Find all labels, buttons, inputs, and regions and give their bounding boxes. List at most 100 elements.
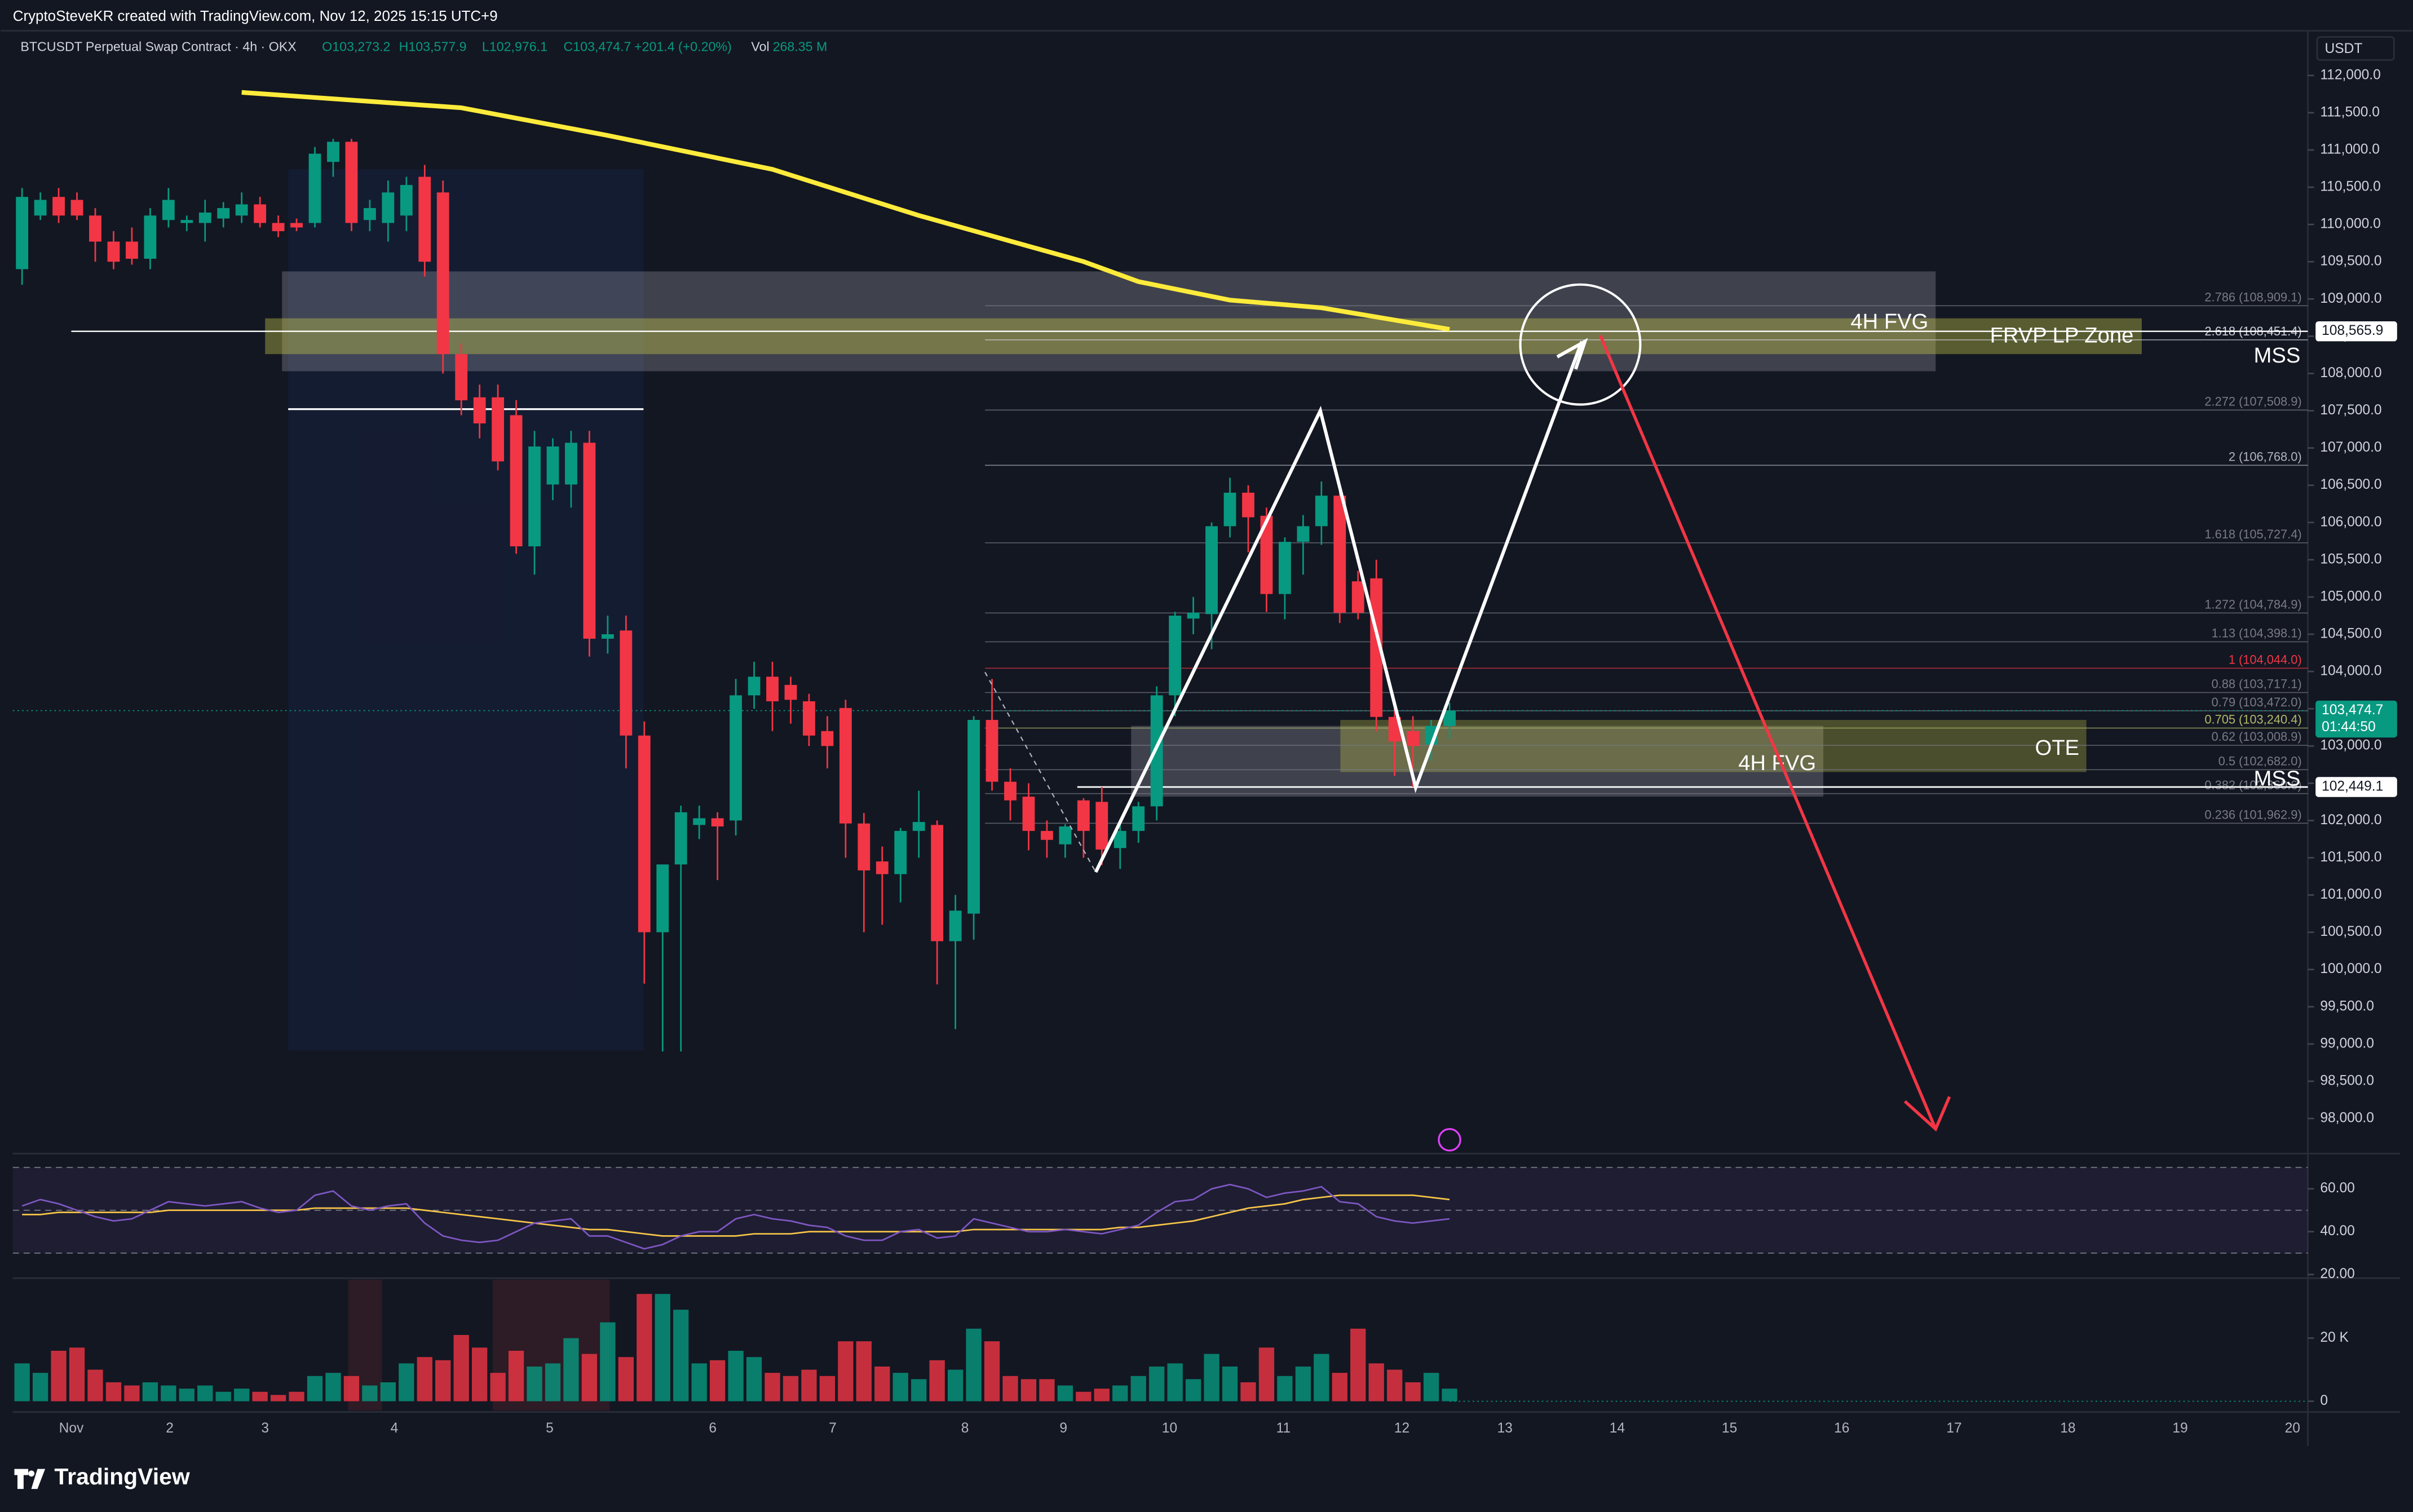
volume-bar [1277, 1376, 1293, 1402]
rsi-ma-line [22, 1194, 1450, 1237]
volume-bar [1039, 1379, 1055, 1402]
candle-body [711, 818, 724, 826]
logo [14, 1469, 46, 1489]
x-tick-label: 14 [1610, 1421, 1625, 1436]
volume-bar [1350, 1328, 1366, 1402]
candle-body [1333, 496, 1346, 613]
price-tag [2315, 777, 2397, 797]
x-tick-label: 3 [261, 1421, 269, 1436]
projection-path [1094, 341, 1584, 873]
volume-bar [637, 1294, 652, 1402]
candle-body [967, 719, 980, 914]
candle-body [308, 153, 321, 223]
volume-bar [307, 1376, 323, 1402]
candle-body [1077, 800, 1090, 831]
volume-bar [435, 1360, 451, 1402]
volume-bar [142, 1382, 158, 1402]
bearish-arrow [1598, 334, 1937, 1130]
volume-bar [417, 1357, 432, 1402]
candle-body [1059, 826, 1072, 845]
candle-body [748, 677, 761, 696]
candle-body [1443, 710, 1456, 726]
volume-bar [1167, 1363, 1183, 1402]
change: +201.4 (+0.20%) [634, 39, 732, 54]
candle-body [894, 830, 907, 874]
annotation: MSS [2254, 766, 2301, 790]
candle-body [766, 677, 779, 701]
candle-body [821, 731, 834, 746]
y-tick-label: 98,000.0 [2320, 1110, 2374, 1125]
rsi-tick-label: 40.00 [2320, 1223, 2354, 1239]
volume-bar [179, 1389, 195, 1402]
fib-label: 1.13 (104,398.1) [2212, 626, 2302, 640]
fib-label: 0.62 (103,008.9) [2212, 730, 2302, 744]
volume-bar [161, 1385, 176, 1402]
volume-bar [51, 1350, 67, 1402]
candle-body [1004, 781, 1017, 801]
x-tick-label: 8 [961, 1421, 969, 1436]
volume-bar [234, 1389, 250, 1402]
y-tick-label: 99,000.0 [2320, 1036, 2374, 1051]
candle-body [1223, 492, 1236, 527]
x-tick-label: 16 [1834, 1421, 1849, 1436]
candle-body [1132, 806, 1145, 831]
rsi-tick-label: 60.00 [2320, 1181, 2354, 1196]
price-tag-label: 108,565.9 [2322, 323, 2383, 338]
candle-body [107, 241, 120, 262]
x-tick-label: 12 [1394, 1421, 1409, 1436]
volume-bar [618, 1357, 634, 1402]
volume-bar [527, 1366, 542, 1402]
candle-body [363, 208, 376, 220]
candle-body [1407, 731, 1420, 746]
candle-body [345, 142, 358, 223]
x-tick-label: 10 [1162, 1421, 1177, 1436]
volume-bar [948, 1369, 964, 1402]
volume-bar [380, 1382, 396, 1402]
x-tick-label: 9 [1059, 1421, 1067, 1436]
y-tick-label: 106,500.0 [2320, 477, 2381, 492]
volume-bar [545, 1363, 561, 1402]
y-tick-label: 101,500.0 [2320, 850, 2381, 865]
y-tick-label: 110,000.0 [2320, 216, 2380, 232]
volume-tick-label: 0 [2320, 1393, 2328, 1408]
volume-bar [673, 1310, 689, 1402]
candle-body [730, 695, 743, 821]
volume-bar [1295, 1366, 1311, 1402]
ema-line [241, 90, 1450, 332]
candle-body [876, 861, 889, 874]
x-tick-label: 5 [546, 1421, 554, 1436]
y-tick-label: 109,000.0 [2320, 291, 2381, 306]
candle-body [1150, 695, 1163, 807]
fib-label: 2 (106,768.0) [2229, 449, 2302, 463]
candle-body [125, 241, 138, 259]
volume-bar [1222, 1366, 1238, 1402]
y-tick-label: 98,500.0 [2320, 1073, 2374, 1088]
volume-bar [124, 1385, 140, 1402]
volume-bar [252, 1391, 268, 1402]
candle-body [1205, 526, 1218, 614]
volume-bar [838, 1341, 854, 1402]
rsi-line [21, 1183, 1450, 1250]
candle-body [510, 415, 523, 547]
fib-label: 0.88 (103,717.1) [2212, 677, 2302, 691]
x-tick-label: 7 [829, 1421, 837, 1436]
credit: CryptoSteveKR created with TradingView.c… [13, 8, 498, 24]
x-tick-label: Nov [59, 1421, 84, 1436]
candle-body [674, 812, 687, 865]
volume-bar [1423, 1373, 1439, 1402]
candle-body [16, 197, 29, 269]
volume-bar [691, 1363, 707, 1402]
candle-body [583, 443, 596, 639]
target-circle [1519, 283, 1642, 406]
volume-bar [801, 1369, 817, 1402]
price-tag [2315, 321, 2397, 342]
volume-bar [14, 1363, 30, 1402]
y-tick-label: 107,000.0 [2320, 440, 2381, 455]
arrow-head [1903, 1096, 1951, 1132]
candle-body [254, 204, 267, 223]
volume-bar [32, 1373, 48, 1402]
fib-label: 2.272 (107,508.9) [2204, 394, 2301, 408]
volume-bar [399, 1363, 414, 1402]
volume-bar [746, 1357, 762, 1402]
